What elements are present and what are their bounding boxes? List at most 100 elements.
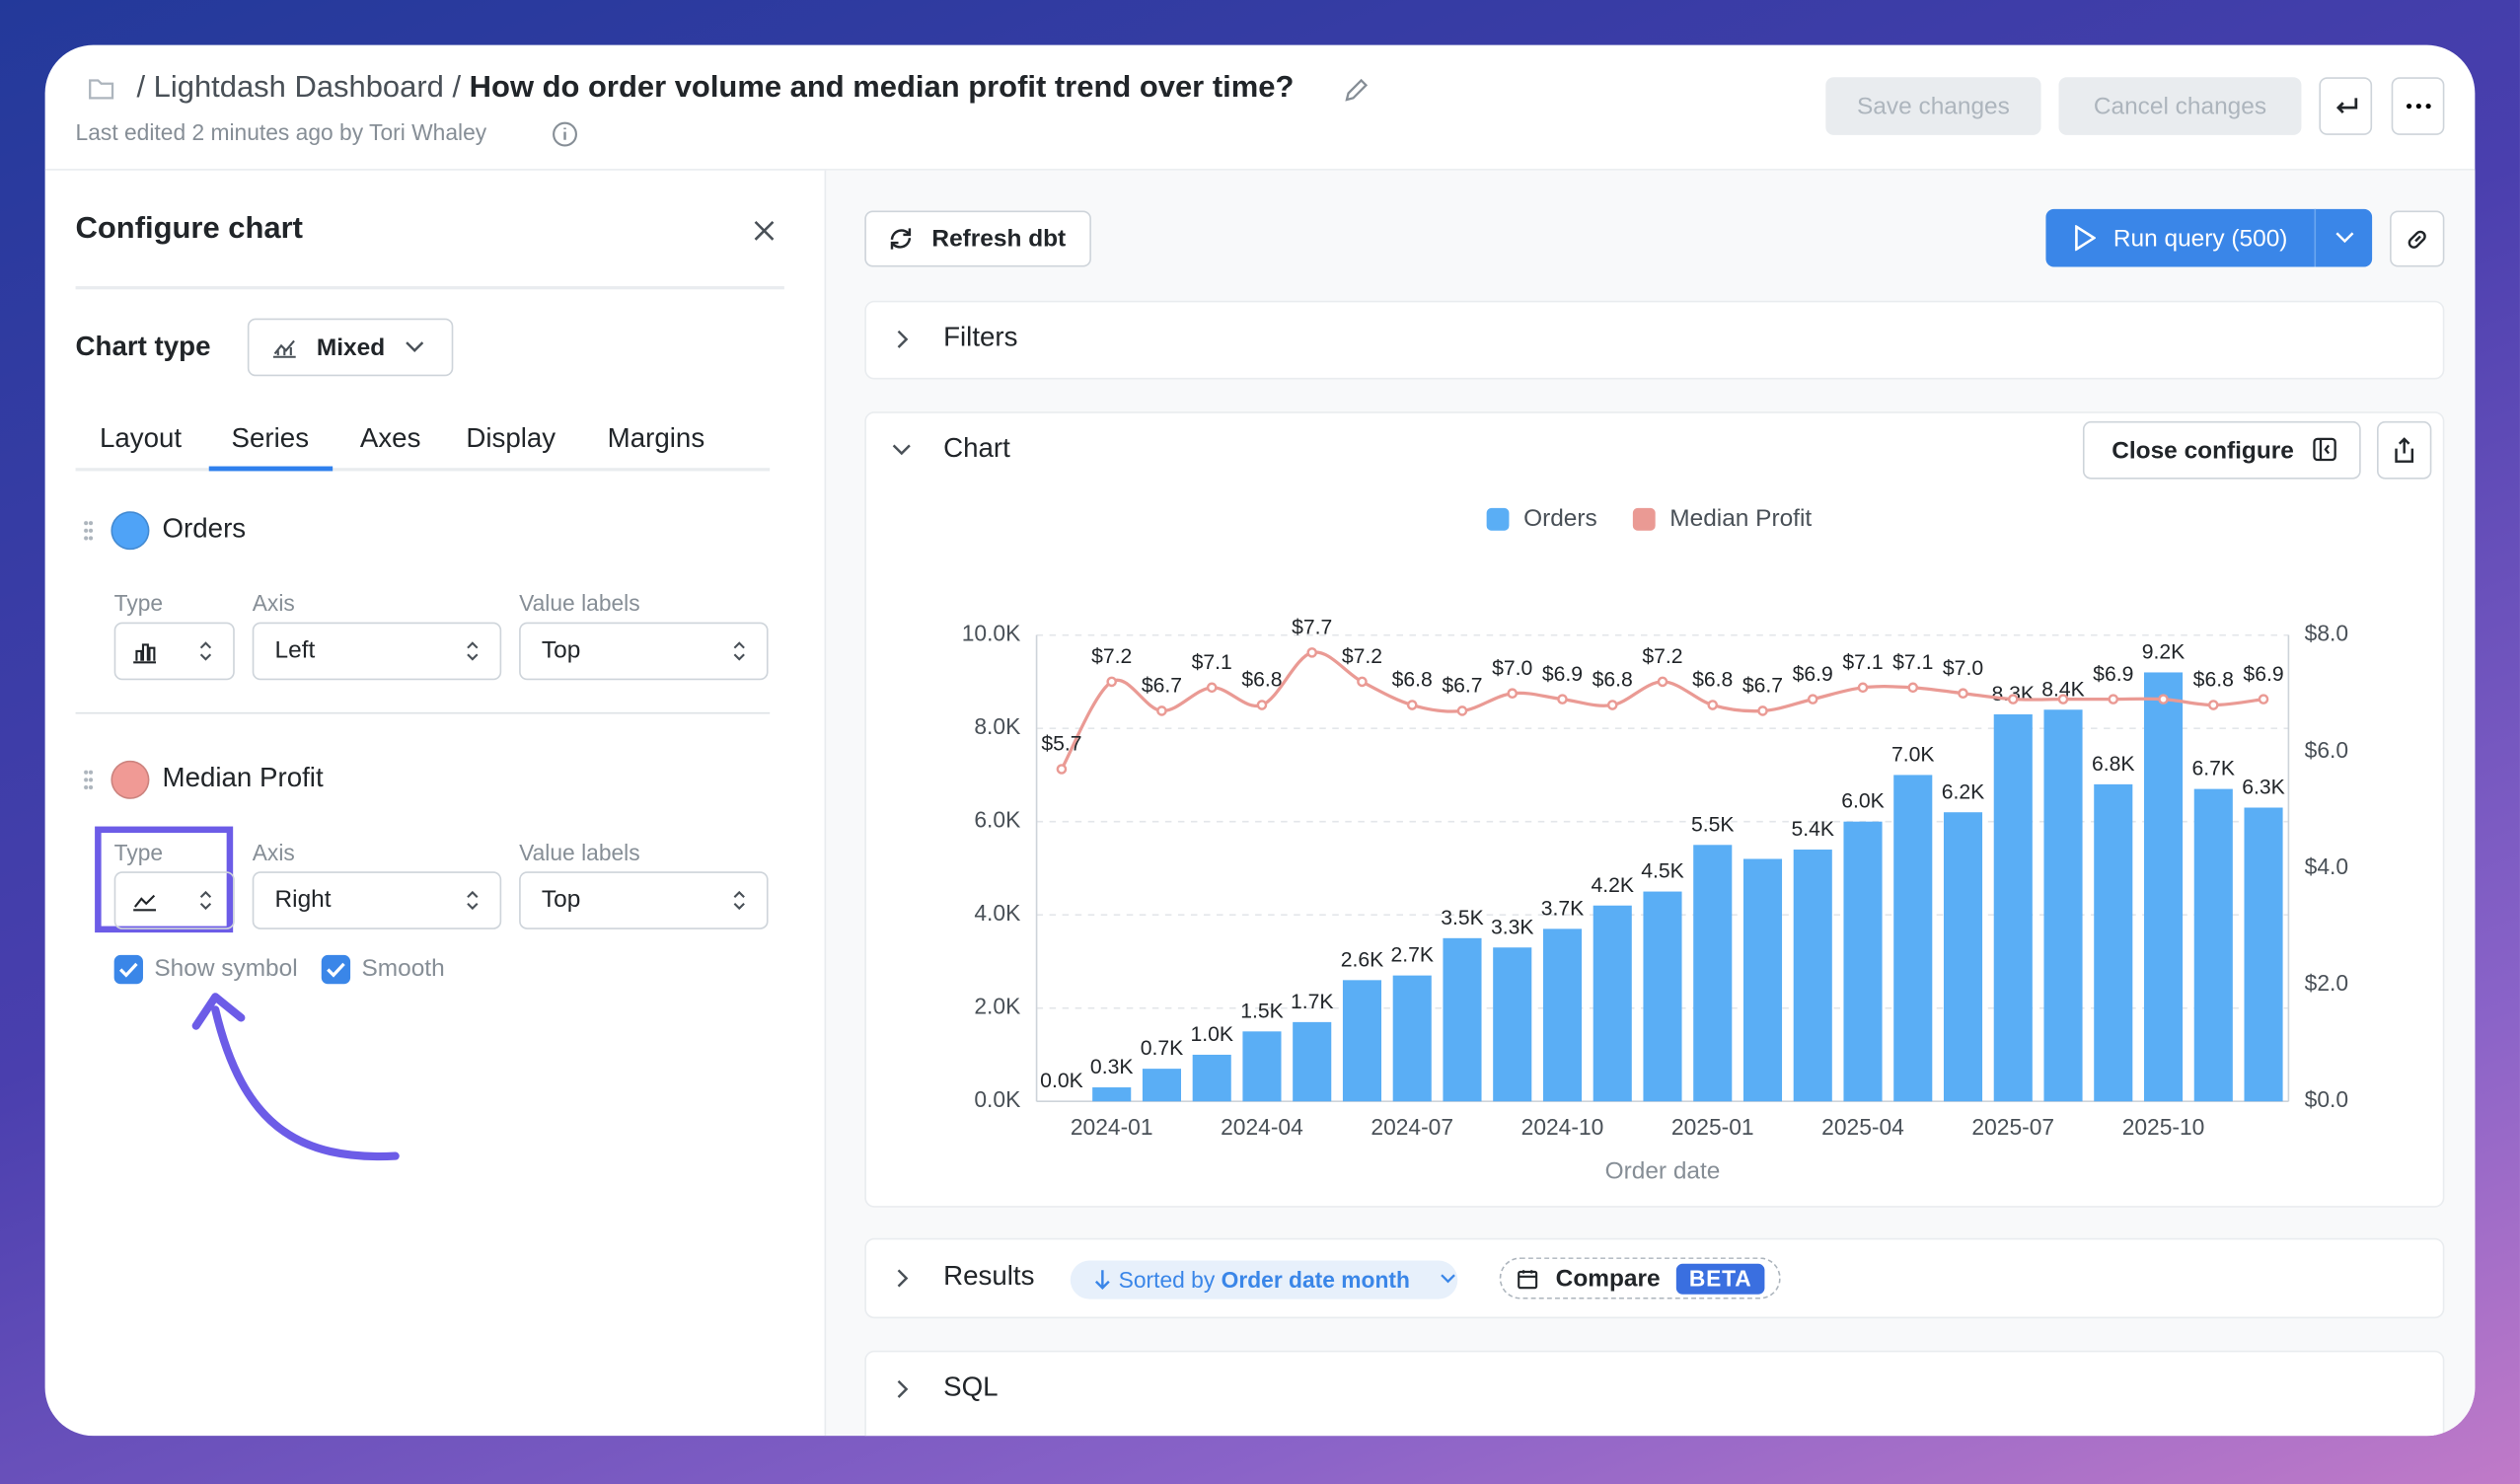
legend-swatch [1486,507,1510,531]
line-point [1056,764,1068,775]
beta-badge: BETA [1675,1263,1765,1295]
type-select[interactable] [113,622,235,681]
info-icon[interactable] [552,120,579,148]
line-value-label: $6.9 [2243,663,2283,686]
cancel-button[interactable]: Cancel changes [2058,77,2302,135]
series-color[interactable] [111,511,150,551]
tab[interactable]: Layout [99,422,183,454]
divider [75,711,771,714]
save-button[interactable]: Save changes [1825,77,2041,135]
y2-tick-label: $6.0 [2305,737,2348,763]
axis-select[interactable]: Left [252,622,502,681]
drag-handle[interactable] [83,768,94,791]
bar [2143,672,2184,1102]
field-label: Value labels [519,590,640,617]
line-point [1306,647,1318,658]
legend-label: Median Profit [1669,505,1812,532]
line-value-label: $6.8 [1692,669,1733,692]
line-value-label: $6.7 [1442,675,1482,698]
undo-button[interactable] [2319,77,2373,135]
bar [2193,788,2233,1102]
tab[interactable]: Series [231,422,310,454]
chevron[interactable] [2335,232,2355,245]
checkbox-label: Show symbol [154,954,298,983]
last-edited: Last edited 2 minutes ago by Tori Whaley [75,118,487,145]
tab[interactable]: Margins [607,422,705,454]
chart-label[interactable]: Chart [943,432,1010,464]
chart-type-label: Chart type [75,331,211,362]
bar-value-label: 4.2K [1591,874,1634,897]
select-arrows [733,640,746,663]
breadcrumb-link[interactable]: Lightdash Dashboard [153,70,444,105]
y-tick-label: 0.0K [974,1086,1020,1112]
play-icon [2075,225,2096,252]
chevron [897,1379,909,1398]
bar-value-label: 3.3K [1491,916,1534,938]
bar [1843,821,1883,1102]
x-tick-label: 2025-07 [1971,1114,2054,1140]
bar-value-label: 6.7K [2192,758,2236,780]
line-point [1256,700,1268,710]
y-tick-label: 4.0K [974,900,1020,926]
checkbox[interactable] [321,954,351,985]
tab[interactable]: Axes [359,422,421,454]
bar [1293,1021,1332,1102]
tab[interactable]: Display [466,422,556,454]
value-labels-select[interactable]: Top [519,622,769,681]
line-value-label: $6.8 [1392,669,1433,692]
link-button[interactable] [2390,210,2445,267]
share-button[interactable] [2376,420,2432,480]
bar [1793,850,1832,1102]
run-query-button[interactable]: Run query (500) [2045,208,2373,267]
chevron [892,444,911,456]
select-arrows [466,889,479,912]
field-label: Type [113,839,164,865]
axis-select[interactable]: Right [252,871,502,929]
line-value-label: $6.7 [1742,675,1783,698]
split-divider [2314,208,2317,267]
line-value-label: $6.9 [1793,663,1833,686]
bar [2244,807,2283,1102]
breadcrumb: / Lightdash Dashboard / How do order vol… [136,70,1295,105]
results-label[interactable]: Results [943,1260,1035,1292]
filters-label[interactable]: Filters [943,321,1018,352]
series-name: Orders [162,512,247,544]
field-label: Axis [252,590,295,617]
x-tick-label: 2025-01 [1671,1114,1754,1140]
x-tick-label: 2024-10 [1521,1114,1604,1140]
line-point [2057,694,2069,705]
compare-pill[interactable] [1499,1257,1781,1299]
bar-value-label: 2.6K [1341,948,1384,971]
refresh-icon [890,228,912,250]
line-value-label: $7.1 [1192,651,1232,674]
bar [1443,937,1482,1102]
line-point [1206,682,1218,694]
series-color[interactable] [111,760,150,799]
checkbox[interactable] [113,954,143,985]
bar [1742,858,1783,1102]
sql-label[interactable]: SQL [943,1371,999,1402]
select-arrows [466,640,479,663]
close-icon[interactable] [754,220,775,241]
value-labels-select[interactable]: Top [519,871,769,929]
bar-value-label: 9.2K [2142,640,2186,663]
bar-value-label: 1.0K [1190,1023,1233,1046]
x-axis-title: Order date [1605,1157,1721,1184]
filters-card[interactable] [864,300,2445,380]
line-point [1507,688,1519,700]
bar [1893,775,1933,1102]
type-select[interactable] [113,871,235,929]
more-button[interactable] [2391,77,2445,135]
line-point [1907,682,1919,694]
sql-card[interactable] [864,1350,2445,1437]
bar [1542,928,1583,1102]
bar-value-label: 8.4K [2041,678,2085,701]
drag-handle[interactable] [83,519,94,543]
bar-value-label: 4.5K [1641,860,1684,883]
sort-pill[interactable]: Sorted by Order date month [1070,1260,1458,1299]
refresh-button[interactable]: Refresh dbt [864,210,1091,267]
y-tick-label: 6.0K [974,807,1020,833]
edit-icon[interactable] [1344,77,1370,103]
line-point [1106,676,1117,688]
